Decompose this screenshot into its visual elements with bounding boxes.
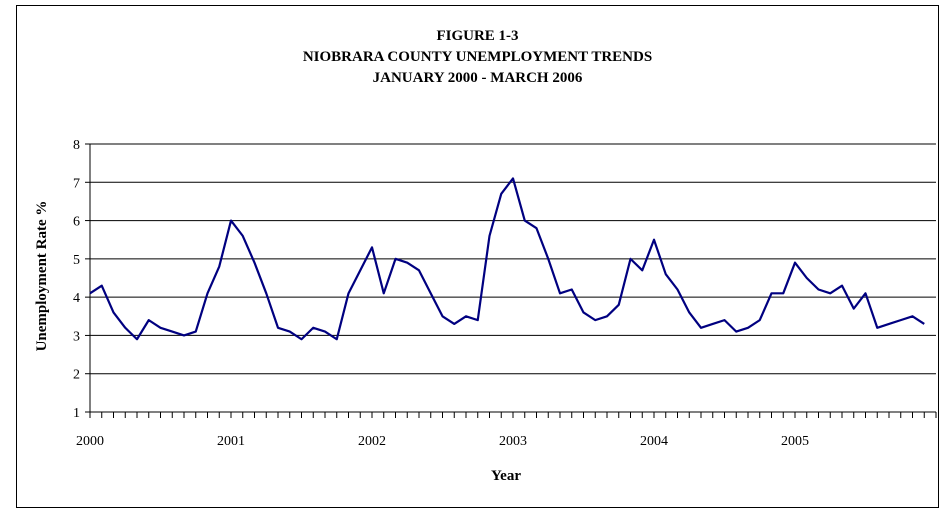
chart-title-line-3: JANUARY 2000 - MARCH 2006 xyxy=(372,70,583,86)
x-tick-label: 2002 xyxy=(358,434,386,449)
y-tick-label: 7 xyxy=(73,176,80,191)
x-axis-title: Year xyxy=(491,468,521,484)
y-tick-label: 5 xyxy=(73,253,80,268)
chart-title: FIGURE 1-3 NIOBRARA COUNTY UNEMPLOYMENT … xyxy=(17,26,938,89)
x-tick-label: 2001 xyxy=(217,434,245,449)
x-tick-label: 2000 xyxy=(76,434,104,449)
y-tick-label: 6 xyxy=(73,215,80,230)
chart-title-line-1: FIGURE 1-3 xyxy=(436,28,519,44)
y-tick-label: 3 xyxy=(73,329,80,344)
x-tick-label: 2003 xyxy=(499,434,527,449)
y-tick-label: 1 xyxy=(73,406,80,421)
x-tick-label: 2004 xyxy=(640,434,668,449)
y-tick-label: 4 xyxy=(73,291,80,306)
y-tick-label: 2 xyxy=(73,368,80,383)
chart-frame: FIGURE 1-3 NIOBRARA COUNTY UNEMPLOYMENT … xyxy=(16,5,939,508)
unemployment-series-line xyxy=(89,177,925,341)
chart-title-line-2: NIOBRARA COUNTY UNEMPLOYMENT TRENDS xyxy=(302,49,653,65)
y-tick-label: 8 xyxy=(73,138,80,153)
x-tick-label: 2005 xyxy=(781,434,809,449)
y-axis-title: Unemployment Rate % xyxy=(34,201,50,352)
